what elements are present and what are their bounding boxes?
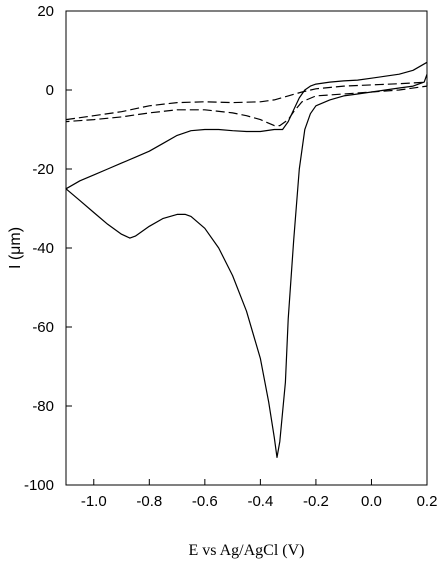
plot-area: -1.0 -0.8 -0.6 -0.4 -0.2 0.0 0.2 20 0 -20 -40 -60 -… [24, 3, 437, 510]
y-tick-label: -80 [32, 398, 54, 415]
solid-curve [65, 61, 428, 458]
y-tick-label: 0 [46, 82, 54, 99]
x-tick-label: 0.0 [361, 493, 382, 510]
y-tick-label: -60 [32, 319, 54, 336]
y-tick-label: 20 [37, 3, 54, 20]
x-tick-label: -0.6 [192, 493, 218, 510]
x-tick-label: -0.2 [303, 493, 329, 510]
y-axis-title: I (μm) [7, 227, 24, 269]
x-axis-ticks: -1.0 -0.8 -0.6 -0.4 -0.2 0.0 0.2 [81, 479, 438, 510]
series-group [65, 61, 428, 458]
plot-frame [65, 10, 428, 486]
x-tick-label: 0.2 [417, 493, 438, 510]
y-tick-label: -40 [32, 240, 54, 257]
x-tick-label: -0.4 [247, 493, 273, 510]
y-tick-label: -20 [32, 161, 54, 178]
y-axis-ticks: 20 0 -20 -40 -60 -80 -100 [24, 3, 72, 494]
y-tick-label: -100 [24, 477, 54, 494]
dashed-curve [65, 81, 428, 127]
x-tick-label: -0.8 [136, 493, 162, 510]
x-axis-title: E vs Ag/AgCl (V) [189, 542, 305, 559]
x-tick-label: -1.0 [81, 493, 107, 510]
